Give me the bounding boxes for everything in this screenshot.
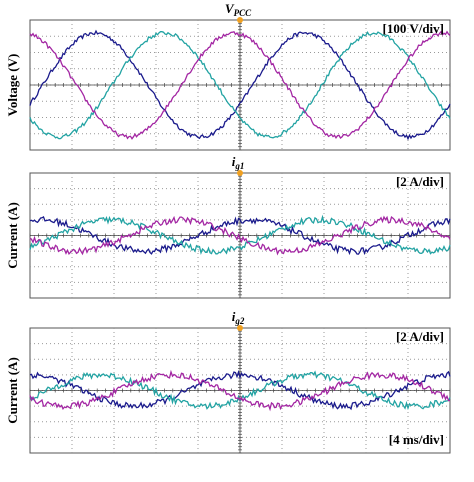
- title-main: i: [232, 154, 236, 169]
- waveform: [29, 215, 451, 256]
- title-sub: g2: [234, 316, 245, 326]
- waveform: [29, 29, 451, 141]
- waveform: [29, 215, 451, 256]
- title-sub: g1: [234, 161, 244, 171]
- scale-label: [2 A/div]: [396, 329, 444, 344]
- title-sub: PCC: [234, 8, 253, 18]
- trigger-marker: [237, 17, 243, 23]
- waveform: [29, 30, 451, 140]
- panel-title: ig2: [232, 309, 245, 326]
- title-main: i: [232, 309, 236, 324]
- trigger-marker: [237, 170, 243, 176]
- waveform: [29, 214, 451, 255]
- title-main: V: [225, 1, 235, 16]
- panel-title: ig1: [232, 154, 245, 171]
- trigger-marker: [237, 325, 243, 331]
- scale-label: [2 A/div]: [396, 174, 444, 189]
- y-axis-label: Current (A): [5, 202, 20, 269]
- scale-label: [100 V/div]: [382, 21, 444, 36]
- y-axis-label: Current (A): [5, 357, 20, 424]
- waveform: [29, 369, 451, 412]
- time-scale-label: [4 ms/div]: [389, 432, 444, 447]
- waveform: [29, 30, 451, 140]
- panel-title: VPCC: [225, 1, 252, 18]
- y-axis-label: Voltage (V): [5, 54, 20, 117]
